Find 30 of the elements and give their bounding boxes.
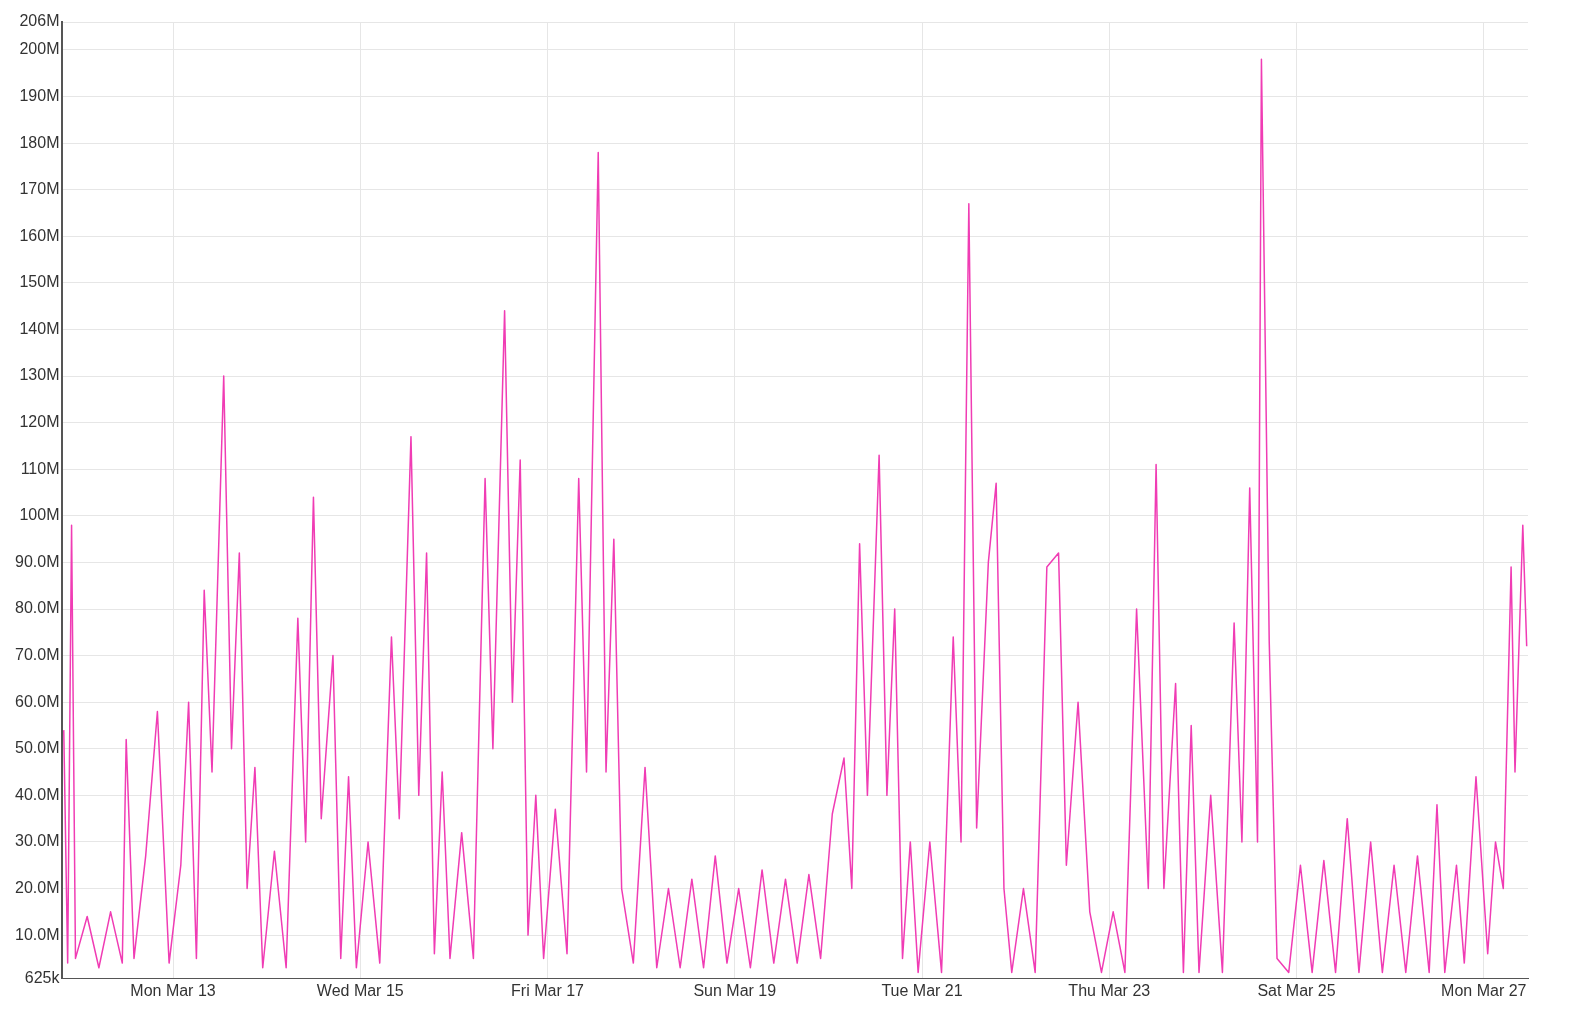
y-tick-label: 80.0M [15, 599, 60, 617]
y-tick-label: 150M [19, 273, 60, 291]
y-tick-label: 200M [19, 40, 60, 58]
y-tick-label: 70.0M [15, 646, 60, 663]
y-tick-label: 160M [19, 226, 60, 244]
y-tick-label: 10.0M [15, 925, 60, 943]
y-tick-label: 120M [19, 413, 60, 431]
x-tick-label: Sat Mar 25 [1257, 981, 1336, 999]
x-tick-label: Mon Mar 13 [130, 981, 216, 999]
x-tick-label: Fri Mar 17 [511, 981, 585, 999]
y-tick-label: 625k [24, 969, 61, 987]
y-tick-label: 30.0M [15, 832, 60, 850]
y-tick-label: 140M [19, 319, 60, 337]
y-tick-label: 206M [19, 12, 60, 30]
x-tick-label: Sun Mar 19 [693, 981, 777, 999]
y-tick-label: 130M [19, 366, 60, 384]
y-tick-label: 20.0M [15, 878, 60, 896]
y-tick-label: 90.0M [15, 552, 60, 570]
y-tick-label: 170M [19, 180, 60, 198]
y-tick-label: 40.0M [15, 785, 60, 803]
x-tick-label: Wed Mar 15 [316, 981, 404, 999]
y-tick-label: 60.0M [15, 692, 60, 710]
y-tick-label: 100M [19, 506, 60, 524]
x-tick-label: Tue Mar 21 [881, 981, 963, 999]
y-tick-label: 110M [20, 459, 60, 477]
y-tick-label: 50.0M [15, 739, 60, 757]
x-tick-label: Thu Mar 23 [1068, 981, 1151, 999]
y-tick-label: 180M [19, 133, 60, 151]
y-tick-label: 190M [19, 86, 60, 104]
x-tick-label: Mon Mar 27 [1441, 981, 1527, 999]
